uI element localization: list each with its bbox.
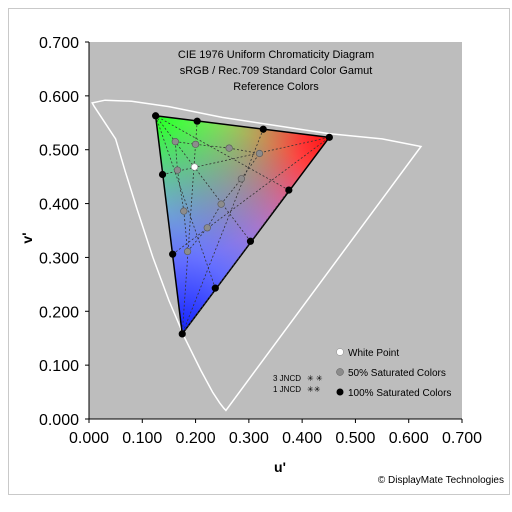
legend-100-saturated-label: 100% Saturated Colors [348,388,451,399]
y-tick-label-1: 0.100 [39,358,79,375]
dashed-guide-0 [181,121,198,334]
half-saturated-point-0 [171,138,179,146]
half-saturated-point-2 [225,144,233,152]
dashed-half-guide-4 [177,170,185,212]
jncd-1-markers: ✳✳ [307,385,321,394]
half-saturated-point-5 [180,207,188,215]
legend-50-saturated-label: 50% Saturated Colors [348,368,446,379]
saturated-point-3 [193,117,201,125]
y-tick-label-4: 0.400 [39,197,79,214]
jncd-3-markers: ✳ ✳ [307,374,323,383]
x-tick-label-6: 0.600 [389,430,429,447]
y-tick-labels: 0.000 0.100 0.200 0.300 0.400 0.500 0.600 0.700 [39,35,89,429]
dashed-half-guide-8 [220,178,242,205]
legend-white-point-marker [336,348,344,356]
dashed-guide-3 [172,137,330,255]
dashed-guide-1 [181,129,264,335]
gamut-outline [154,114,331,336]
legend-white-point-label: White Point [348,348,399,359]
spectral-locus-outline [91,99,423,412]
x-tick-labels: 0.000 0.100 0.200 0.300 0.400 0.500 0.600 0.700 [69,419,482,447]
y-tick-label-0: 0.000 [39,412,79,429]
x-tick-label-1: 0.100 [122,430,162,447]
gamut-blue-gradient [155,115,330,334]
jncd-scale: 3 JNCD ✳ ✳ 1 JNCD ✳✳ [273,374,323,394]
chart-title-line-1: CIE 1976 Uniform Chromaticity Diagram [178,49,374,61]
saturated-point-2 [178,330,186,338]
saturated-point-1 [152,112,160,120]
chart-title-line-2: sRGB / Rec.709 Standard Color Gamut [180,65,373,77]
chart-titles: CIE 1976 Uniform Chromaticity Diagram sR… [178,49,374,93]
x-tick-label-2: 0.200 [176,430,216,447]
dashed-guide-6 [155,115,290,191]
dashed-half-guide-7 [206,203,222,229]
data-points [152,112,333,338]
x-tick-label-0: 0.000 [69,430,109,447]
saturated-point-9 [285,186,293,194]
half-saturated-point-9 [237,175,245,183]
y-tick-label-3: 0.300 [39,250,79,267]
legend: White Point 50% Saturated Colors 100% Sa… [336,348,451,399]
credit-text: © DisplayMate Technologies [378,475,504,486]
y-axis-label: v' [19,232,35,243]
y-tick-label-6: 0.600 [39,89,79,106]
plot-area [89,42,462,419]
chart-title-line-3: Reference Colors [233,81,319,93]
gamut-dashed-guides [155,115,330,335]
y-tick-label-5: 0.500 [39,143,79,160]
x-tick-label-7: 0.700 [442,430,482,447]
saturated-point-6 [169,250,177,258]
white-point-0 [190,163,199,171]
legend-100-saturated-marker [336,388,344,396]
dashed-half-guide-5 [183,211,188,252]
dashed-half-guide-6 [187,227,208,252]
half-saturated-point-3 [255,149,264,158]
y-tick-label-2: 0.200 [39,304,79,321]
half-saturated-point-1 [191,140,200,148]
half-saturated-point-7 [203,224,211,232]
axes [88,42,462,420]
x-tick-label-4: 0.400 [282,430,322,447]
dashed-half-guide-9 [241,153,260,180]
dashed-guide-2 [162,136,330,175]
half-saturated-point-6 [183,247,192,256]
x-tick-label-3: 0.300 [229,430,269,447]
saturated-point-0 [325,133,333,141]
dashed-guide-7 [181,189,290,335]
legend-50-saturated-marker [336,368,344,376]
y-tick-label-7: 0.700 [39,35,79,52]
saturated-point-4 [259,125,267,133]
jncd-3-label: 3 JNCD [273,374,301,383]
x-tick-label-5: 0.500 [335,430,375,447]
dashed-half-guide-1 [195,143,230,149]
saturated-point-5 [158,170,167,179]
dashed-half-guide-2 [229,147,260,154]
x-axis-label: u' [274,459,286,475]
jncd-1-label: 1 JNCD [273,385,301,394]
saturated-point-8 [246,237,255,245]
half-saturated-point-8 [217,200,225,208]
saturated-point-7 [211,284,219,292]
gamut-fill [154,114,331,336]
half-saturated-point-4 [173,166,182,174]
dashed-half-guide-3 [174,141,178,171]
